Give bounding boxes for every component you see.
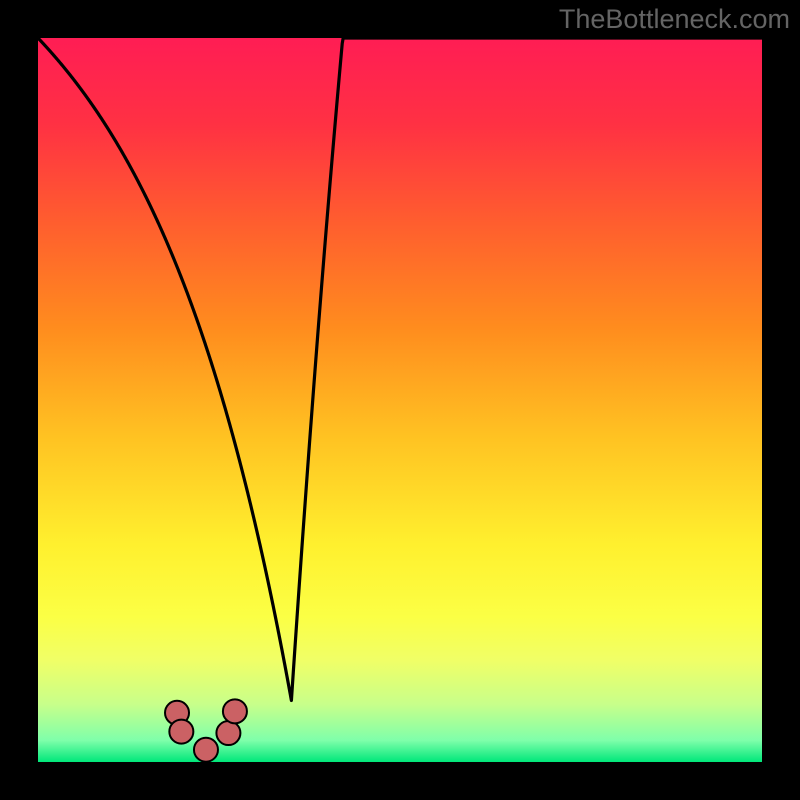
- marker-dot: [194, 738, 218, 762]
- marker-dot: [169, 720, 193, 744]
- gradient-background: [38, 38, 762, 762]
- watermark-text: TheBottleneck.com: [559, 4, 790, 35]
- marker-dot: [216, 721, 240, 745]
- chart-frame: TheBottleneck.com: [0, 0, 800, 800]
- marker-dot: [223, 699, 247, 723]
- chart-svg: [38, 38, 762, 762]
- plot-area: [38, 38, 762, 762]
